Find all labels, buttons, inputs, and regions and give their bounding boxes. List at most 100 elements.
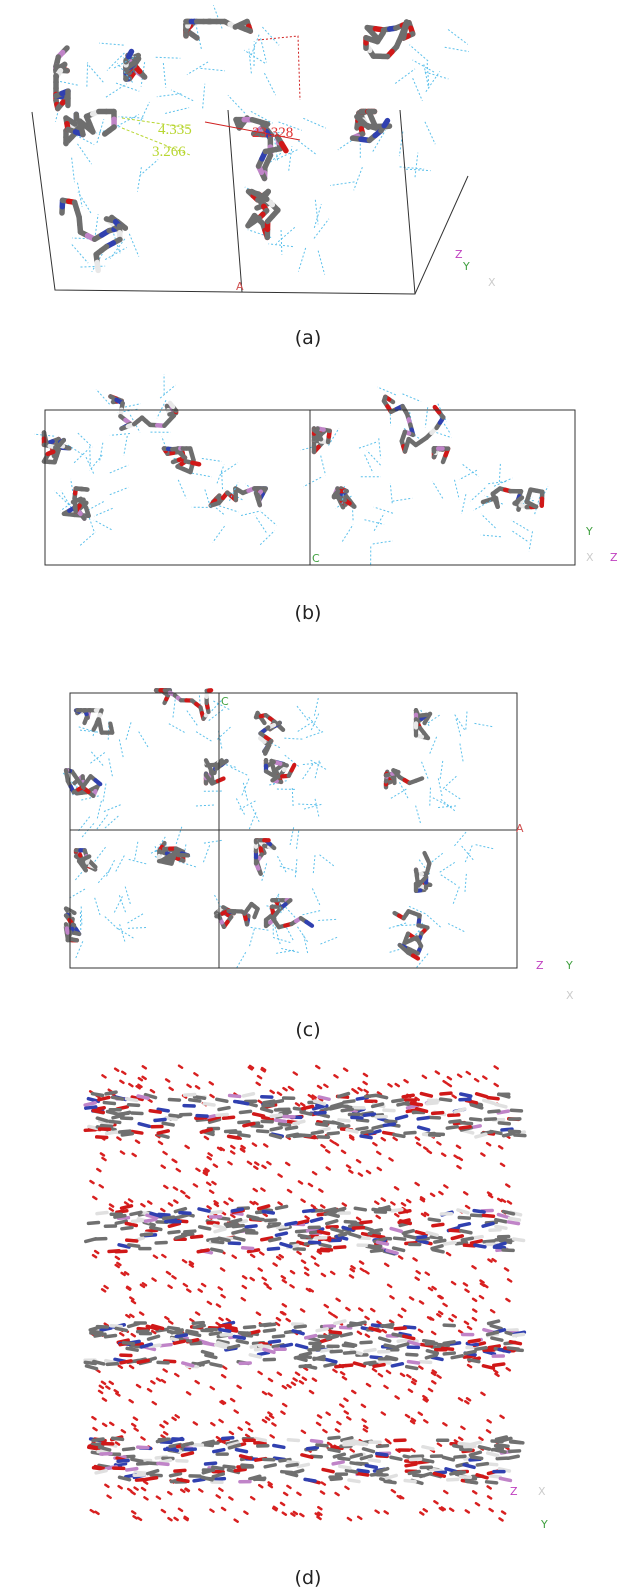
- molecule: [253, 696, 328, 771]
- bond: [416, 1115, 430, 1121]
- water: [93, 1249, 100, 1255]
- water: [423, 1396, 429, 1402]
- hbond: [138, 731, 149, 749]
- bond: [394, 1114, 409, 1121]
- water: [204, 1167, 210, 1173]
- hbond: [372, 130, 386, 152]
- water: [406, 1374, 412, 1379]
- hbond: [106, 52, 125, 71]
- hbond: [177, 860, 197, 868]
- bond: [392, 1132, 406, 1139]
- water: [114, 1441, 121, 1446]
- hbond: [261, 863, 268, 882]
- water: [380, 1136, 387, 1142]
- water: [497, 1197, 503, 1203]
- bond: [496, 1443, 510, 1449]
- water: [257, 1099, 263, 1105]
- hbond: [444, 788, 462, 800]
- hbond: [227, 94, 246, 114]
- bond: [315, 1122, 329, 1128]
- water: [246, 1160, 253, 1166]
- bond: [149, 1473, 163, 1478]
- bond: [83, 1101, 97, 1107]
- water: [388, 1319, 395, 1324]
- molecule: [244, 186, 330, 275]
- water: [231, 1254, 237, 1260]
- water: [298, 1380, 305, 1385]
- bond: [114, 1219, 128, 1226]
- water: [308, 1288, 314, 1293]
- water: [281, 1511, 288, 1516]
- hbond: [81, 795, 100, 801]
- bond: [137, 1121, 151, 1129]
- water: [474, 1501, 481, 1507]
- hbond: [440, 874, 458, 886]
- hbond: [128, 858, 148, 865]
- water: [299, 1308, 306, 1313]
- bond: [481, 1213, 496, 1218]
- water: [500, 1198, 507, 1203]
- bond: [309, 1216, 324, 1223]
- bond: [143, 1092, 158, 1100]
- bond: [182, 1092, 197, 1097]
- bond: [355, 1118, 370, 1123]
- molecule: [54, 478, 129, 546]
- bond: [111, 1113, 125, 1120]
- water: [230, 1213, 236, 1219]
- bond: [492, 1245, 507, 1250]
- water: [132, 1416, 139, 1421]
- water: [140, 1436, 146, 1441]
- water: [438, 1190, 444, 1196]
- bond: [233, 1467, 247, 1473]
- hbond: [89, 446, 91, 467]
- water: [421, 1074, 428, 1080]
- water: [215, 1435, 222, 1441]
- water: [317, 1511, 323, 1516]
- water: [286, 1484, 292, 1490]
- hbond: [117, 928, 135, 940]
- hbond: [250, 110, 273, 124]
- water: [450, 1280, 457, 1286]
- water: [240, 1296, 247, 1302]
- water: [346, 1416, 352, 1421]
- bond: [418, 1359, 433, 1365]
- bond: [139, 1342, 154, 1349]
- bond: [456, 1208, 470, 1215]
- water: [362, 1424, 369, 1430]
- water: [302, 1366, 309, 1371]
- panel-label: (b): [295, 602, 322, 624]
- water: [385, 1369, 392, 1375]
- water: [316, 1414, 323, 1419]
- hbond: [129, 414, 141, 433]
- water: [241, 1275, 248, 1280]
- water: [506, 1200, 513, 1205]
- bond: [212, 1476, 227, 1482]
- bond: [414, 1106, 429, 1114]
- water: [457, 1329, 464, 1335]
- hbond: [203, 839, 223, 844]
- bond: [158, 1458, 173, 1464]
- water: [257, 1370, 263, 1376]
- water: [389, 1295, 395, 1300]
- water: [263, 1282, 269, 1287]
- bond: [163, 1446, 177, 1452]
- hbond: [105, 83, 127, 98]
- hbond: [201, 457, 222, 462]
- hbond: [136, 167, 142, 192]
- distance-label: 4.335: [158, 122, 192, 138]
- water: [487, 1193, 494, 1199]
- bond: [192, 1477, 206, 1483]
- bond: [289, 762, 297, 773]
- bond: [352, 1361, 367, 1368]
- bond: [500, 1127, 514, 1132]
- water: [137, 1076, 144, 1082]
- bond: [149, 1225, 163, 1232]
- bond: [279, 1469, 294, 1475]
- water: [188, 1263, 195, 1268]
- hbond: [159, 384, 176, 399]
- water: [108, 1207, 115, 1212]
- bond: [227, 1241, 242, 1246]
- bond: [117, 1129, 132, 1134]
- hbond: [341, 524, 354, 542]
- hbond: [84, 455, 95, 474]
